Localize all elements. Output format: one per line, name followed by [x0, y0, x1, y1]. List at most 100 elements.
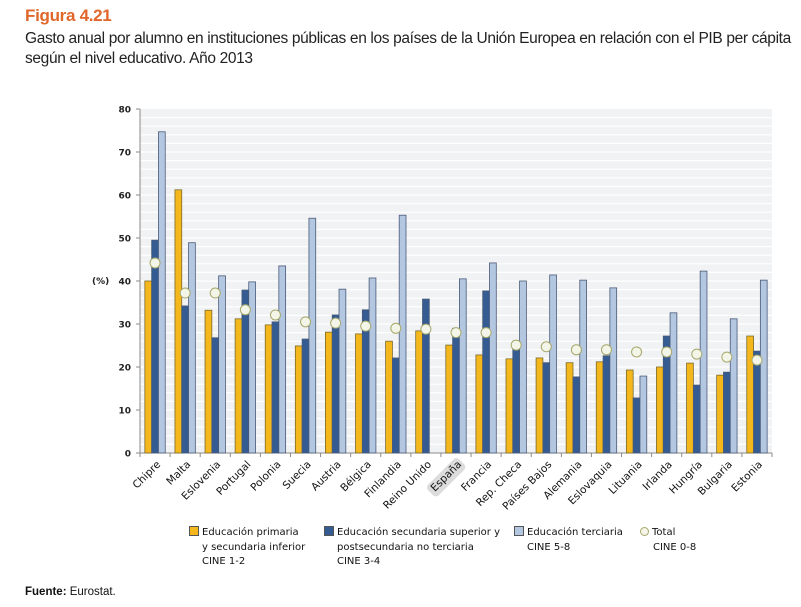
marker-total	[691, 348, 703, 360]
bar-primaria	[264, 324, 273, 454]
x-tick-label: Chipre	[131, 459, 164, 492]
bar-secundaria	[723, 371, 731, 454]
bar-primaria	[625, 369, 634, 454]
bar-primaria	[656, 366, 664, 454]
legend-label-line: y secundaria inferior	[202, 541, 306, 553]
marker-total	[300, 316, 312, 328]
bar-primaria	[385, 340, 393, 454]
legend-label-line: CINE 3-4	[337, 556, 381, 567]
bar-secundaria	[331, 314, 340, 454]
y-tick-label: 50	[118, 235, 131, 245]
marker-total	[661, 346, 673, 358]
bar-primaria	[475, 354, 484, 454]
marker-total	[480, 327, 492, 339]
legend-label-line: CINE 0-8	[653, 541, 697, 553]
bar-terciaria	[368, 277, 377, 454]
y-axis-label: (%)	[92, 277, 109, 287]
bar-secundaria	[301, 338, 310, 454]
x-tick-label: Lituania	[607, 459, 645, 497]
y-tick-label: 30	[118, 321, 131, 331]
marker-total	[330, 317, 342, 329]
marker-total	[721, 351, 733, 363]
x-label-highlight	[427, 458, 466, 497]
x-tick-label: Austria	[309, 459, 344, 494]
figure-label: Figura 4.21	[25, 6, 112, 25]
bar-primaria	[174, 189, 183, 454]
legend-swatch	[514, 526, 524, 536]
x-tick-label: España	[429, 459, 465, 495]
bar-secundaria	[211, 337, 220, 454]
y-tick-label: 10	[118, 407, 131, 417]
y-tick-label: 20	[118, 364, 131, 374]
y-tick-label: 60	[118, 192, 131, 202]
x-axis	[139, 452, 773, 457]
total-markers	[149, 257, 763, 366]
bar-terciaria	[639, 375, 648, 454]
y-tick-label: 0	[125, 450, 131, 460]
bar-terciaria	[248, 281, 256, 454]
marker-total	[540, 341, 552, 353]
legend-label-line: CINE 1-2	[202, 556, 246, 567]
bar-primaria	[595, 361, 604, 454]
marker-total	[420, 323, 432, 335]
bar-terciaria	[699, 270, 708, 454]
bar-terciaria	[218, 275, 226, 454]
marker-total	[631, 346, 643, 358]
bar-secundaria	[753, 350, 761, 454]
bar-secundaria	[392, 357, 400, 454]
bars	[144, 131, 768, 454]
source-text: Eurostat.	[69, 586, 116, 598]
bar-terciaria	[489, 262, 497, 454]
marker-total	[510, 339, 522, 351]
marker-total	[209, 287, 221, 299]
bar-secundaria	[572, 376, 581, 454]
bar-secundaria	[271, 321, 280, 454]
bar-terciaria	[729, 318, 738, 454]
legend-item-terciaria: Educación terciaria CINE 5-8	[514, 526, 623, 555]
legend-swatch	[189, 526, 199, 536]
x-tick-label: Estonia	[729, 459, 765, 495]
x-tick-label: Polonia	[248, 459, 283, 494]
legend-label: Educación secundaria superior y	[337, 527, 501, 538]
y-tick-label: 70	[118, 149, 131, 159]
bar-secundaria	[602, 355, 611, 454]
y-tick-label: 40	[118, 278, 131, 288]
bar-terciaria	[609, 287, 618, 454]
legend-label-line: CINE 5-8	[527, 541, 571, 553]
marker-total	[239, 304, 251, 316]
legend-item-secundaria: Educación secundaria superior y postsecun…	[324, 526, 500, 570]
bar-primaria	[355, 333, 363, 454]
bar-primaria	[325, 331, 333, 454]
bar-terciaria	[338, 288, 347, 454]
bar-primaria	[144, 280, 153, 454]
marker-total	[179, 287, 191, 299]
bar-primaria	[204, 309, 213, 454]
marker-total	[751, 354, 763, 366]
marker-total	[600, 344, 612, 356]
legend-label: Educación terciaria	[527, 527, 623, 538]
bar-terciaria	[458, 278, 467, 454]
bar-primaria	[445, 344, 453, 454]
legend-label: Educación primaria	[202, 527, 299, 538]
bar-terciaria	[308, 217, 317, 454]
bar-secundaria	[452, 327, 460, 454]
bar-terciaria	[519, 280, 527, 454]
bar-terciaria	[188, 242, 196, 454]
bar-secundaria	[482, 290, 490, 454]
marker-total	[570, 344, 582, 356]
y-tick-label: 80	[118, 106, 131, 116]
bar-primaria	[535, 357, 544, 454]
bar-primaria	[505, 358, 514, 454]
x-tick-label: Suecia	[280, 459, 313, 492]
bar-terciaria	[278, 265, 287, 454]
bar-primaria	[716, 374, 724, 454]
marker-total	[450, 327, 462, 339]
bar-terciaria	[158, 131, 166, 454]
bar-terciaria	[398, 214, 407, 454]
bar-secundaria	[512, 340, 520, 454]
bar-primaria	[234, 318, 243, 454]
bar-secundaria	[422, 298, 430, 454]
legend-label-line: postsecundaria no terciaria	[337, 541, 474, 553]
y-axis: 0 10 20 30 40 50 60 70 80	[118, 106, 141, 460]
